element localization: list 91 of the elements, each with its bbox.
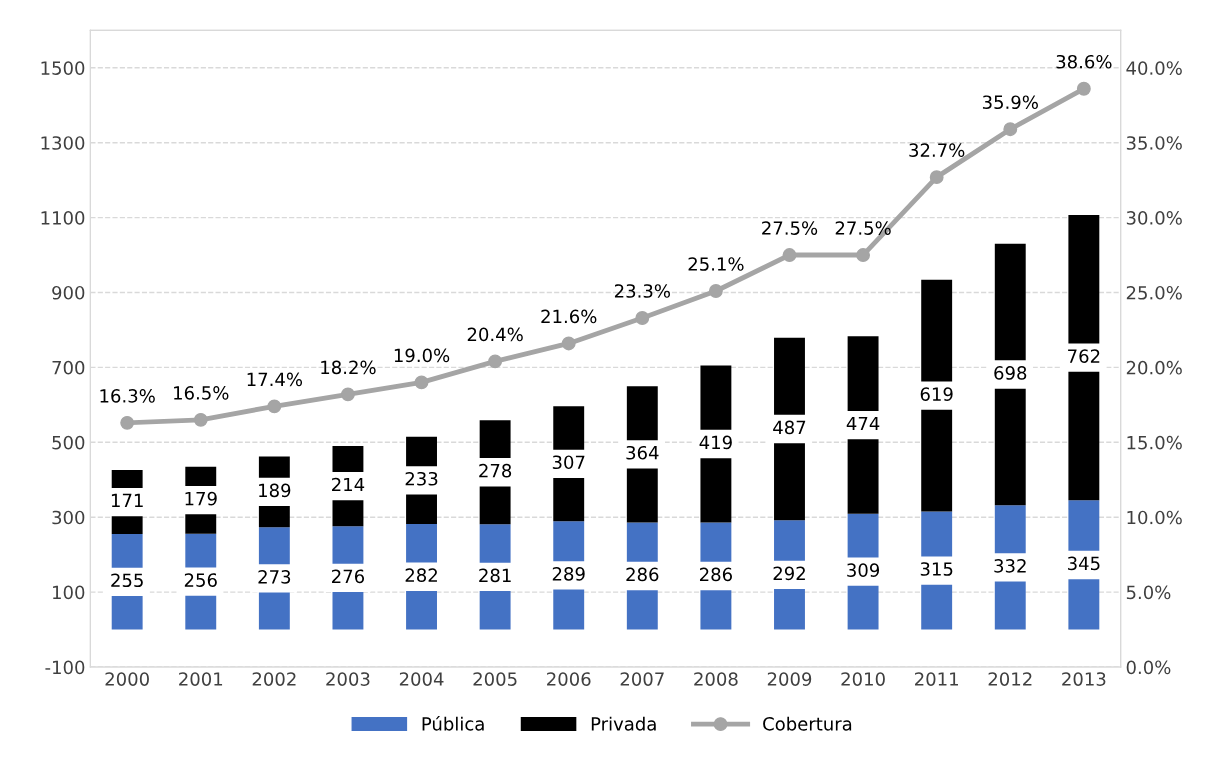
point — [856, 248, 871, 262]
data-label: 281 — [479, 568, 511, 583]
x-tick-label: 2012 — [988, 672, 1032, 686]
y2-tick-label: 15.0% — [1127, 435, 1182, 450]
data-label: 698 — [994, 366, 1027, 380]
y-tick-label: 1300 — [41, 136, 85, 150]
point — [1003, 122, 1018, 137]
y-tick-label: 300 — [52, 510, 85, 525]
point — [340, 387, 355, 402]
data-label: 32.7% — [909, 143, 965, 157]
data-label: 762 — [1068, 349, 1100, 363]
y-tick-label: 1500 — [41, 61, 85, 75]
point — [561, 336, 576, 351]
point — [708, 284, 723, 298]
point — [782, 248, 797, 262]
data-label: 171 — [111, 493, 143, 508]
x-tick-label: 2002 — [252, 672, 296, 686]
x-tick-label: 2005 — [473, 672, 517, 686]
y-tick-label: 1100 — [41, 211, 85, 225]
data-label: 276 — [332, 569, 365, 584]
data-label: 256 — [184, 573, 217, 587]
x-tick-label: 2010 — [841, 672, 885, 686]
point — [267, 399, 282, 414]
x-tick-label: 2000 — [105, 672, 149, 686]
y-tick-label: 700 — [52, 360, 85, 375]
x-tick-label: 2007 — [620, 672, 664, 686]
data-label: 20.4% — [467, 327, 523, 342]
x-tick-label: 2006 — [547, 672, 591, 686]
data-label: 289 — [552, 567, 585, 581]
point — [1076, 81, 1091, 96]
y2-tick-label: 25.0% — [1126, 285, 1182, 300]
legend-label: Cobertura — [763, 716, 852, 731]
point — [929, 170, 944, 185]
data-label: 487 — [773, 420, 806, 435]
y-tick-label: 900 — [52, 285, 85, 300]
point — [488, 354, 503, 369]
x-tick-label: 2013 — [1062, 672, 1106, 686]
point — [120, 415, 135, 430]
data-label: 233 — [405, 471, 438, 486]
data-label: 27.5% — [762, 221, 818, 235]
legend-label: Pública — [422, 715, 484, 731]
data-label: 278 — [479, 463, 512, 478]
x-tick-label: 2003 — [326, 672, 370, 686]
data-label: 16.5% — [174, 386, 229, 400]
data-label: 25.1% — [688, 257, 744, 271]
data-label: 282 — [405, 568, 437, 583]
x-tick-label: 2011 — [915, 672, 958, 686]
y2-tick-label: 40.0% — [1126, 61, 1182, 75]
data-label: 315 — [920, 562, 953, 576]
data-label: 17.4% — [247, 372, 303, 387]
data-label: 364 — [626, 445, 659, 460]
data-label: 286 — [699, 567, 732, 582]
y2-tick-label: 0.0% — [1126, 660, 1171, 675]
data-label: 38.6% — [1056, 54, 1112, 69]
data-label: 35.9% — [982, 95, 1038, 110]
y2-tick-label: 20.0% — [1126, 360, 1182, 375]
data-label: 307 — [552, 455, 585, 470]
data-label: 214 — [332, 477, 365, 492]
y2-tick-label: 35.0% — [1126, 136, 1182, 150]
y2-tick-label: 30.0% — [1126, 211, 1182, 225]
y-tick-label: 500 — [52, 435, 85, 450]
data-label: 345 — [1068, 556, 1100, 571]
data-label: 619 — [920, 387, 953, 401]
x-tick-label: 2009 — [767, 672, 812, 686]
data-label: 179 — [185, 491, 217, 506]
y2-tick-label: 10.0% — [1127, 510, 1182, 525]
y2-tick-label: 5.0% — [1126, 585, 1171, 600]
data-label: 21.6% — [541, 309, 597, 324]
data-label: 18.2% — [321, 360, 376, 375]
x-tick-label: 2004 — [399, 672, 444, 686]
x-tick-label: 2001 — [179, 672, 223, 686]
data-label: 286 — [626, 567, 659, 582]
y-tick-label: -100 — [45, 660, 85, 675]
legend-label: Privada — [591, 716, 656, 731]
data-label: 292 — [773, 566, 805, 581]
data-label: 332 — [994, 558, 1026, 573]
data-label: 189 — [259, 483, 291, 498]
point — [635, 311, 650, 325]
point — [414, 375, 429, 390]
data-label: 273 — [258, 570, 291, 584]
y-tick-label: 100 — [53, 585, 85, 600]
data-label: 419 — [699, 435, 732, 450]
data-label: 19.0% — [394, 348, 450, 363]
data-label: 474 — [846, 416, 880, 431]
data-label: 16.3% — [100, 389, 155, 403]
data-label: 309 — [847, 563, 880, 577]
data-label: 23.3% — [614, 284, 670, 298]
data-label: 27.5% — [835, 221, 891, 235]
point — [193, 412, 208, 427]
data-label: 255 — [111, 573, 143, 588]
x-tick-label: 2008 — [694, 672, 738, 686]
